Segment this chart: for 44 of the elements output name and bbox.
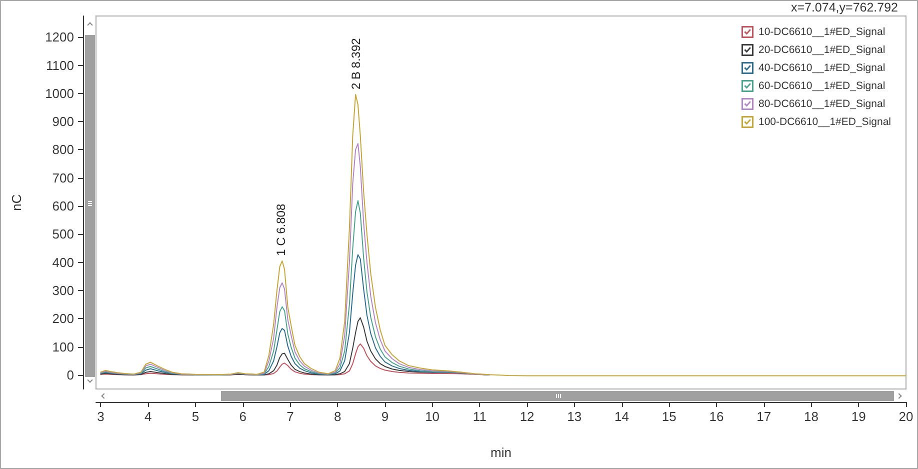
x-tick-label: 9: [381, 409, 389, 424]
x-tick-label: 10: [425, 409, 440, 424]
x-tick-label: 17: [756, 409, 772, 424]
legend-label: 40-DC6610__1#ED_Signal: [758, 62, 886, 74]
y-tick-label: 100: [52, 339, 74, 354]
x-tick-label: 19: [851, 409, 866, 424]
y-tick-label: 1200: [45, 30, 74, 45]
x-tick-label: 13: [567, 409, 582, 424]
x-tick-label: 7: [286, 409, 294, 424]
x-tick-label: 12: [520, 409, 534, 424]
annotation: 1 C 6.808: [274, 204, 288, 256]
y-tick-label: 1000: [45, 86, 74, 101]
y-tick-label: 600: [52, 198, 74, 214]
text: x=7.074,y=762.792: [790, 0, 898, 14]
y-axis-title: nC: [9, 194, 24, 211]
x-axis-title: min: [490, 445, 512, 460]
x-tick-label: 14: [614, 409, 630, 424]
y-tick-label: 400: [52, 254, 74, 270]
legend-label: 100-DC6610__1#ED_Signal: [758, 116, 892, 128]
y-tick-label: 800: [52, 142, 74, 158]
y-tick-label: 1100: [46, 58, 74, 73]
y-tick-label: 200: [52, 311, 74, 326]
x-tick-label: 20: [898, 409, 914, 424]
x-tick-label: 8: [334, 409, 342, 424]
x-tick-label: 15: [662, 409, 676, 424]
y-tick-label: 300: [52, 282, 74, 298]
x-tick-label: 5: [192, 409, 200, 424]
x-tick-label: 3: [97, 409, 104, 424]
y-tick-label: 0: [66, 367, 74, 382]
line-series: [100, 143, 490, 376]
x-tick-label: 18: [804, 409, 818, 424]
y-tick-label: 500: [52, 226, 74, 242]
legend-label: 80-DC6610__1#ED_Signal: [758, 98, 886, 110]
y-tick-label: 700: [52, 170, 74, 186]
legend-label: 10-DC6610__1#ED_Signal: [758, 26, 886, 38]
x-tick-label: 6: [239, 409, 246, 424]
x-tick-label: 16: [709, 409, 724, 424]
annotation: 2 B 8.392: [349, 38, 364, 90]
line-series: [100, 94, 906, 376]
legend-label: 20-DC6610__1#ED_Signal: [758, 44, 886, 56]
x-tick-label: 4: [144, 409, 152, 424]
legend-label: 60-DC6610__1#ED_Signal: [758, 80, 886, 92]
x-tick-label: 11: [472, 409, 486, 424]
y-tick-label: 900: [52, 114, 74, 130]
